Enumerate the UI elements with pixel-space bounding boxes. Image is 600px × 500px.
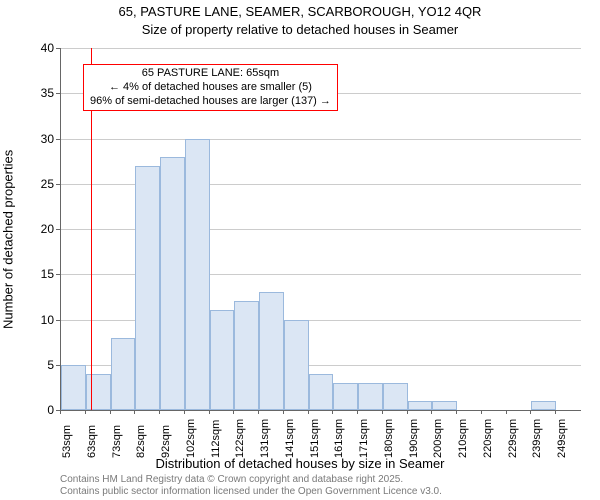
xtick-mark [456,410,457,414]
xtick-mark [60,410,61,414]
histogram-bar [185,139,210,411]
xtick-label: 200sqm [432,419,444,458]
ytick-label: 10 [14,313,54,327]
xtick-mark [530,410,531,414]
ytick-mark [56,274,60,275]
xtick-mark [209,410,210,414]
xtick-mark [184,410,185,414]
ytick-mark [56,93,60,94]
plot-area: 65 PASTURE LANE: 65sqm ← 4% of detached … [60,48,581,411]
xtick-label: 151sqm [309,419,321,458]
histogram-bar [160,157,185,410]
xtick-mark [506,410,507,414]
xtick-mark [357,410,358,414]
histogram-bar [383,383,408,410]
histogram-bar [259,292,284,410]
histogram-bar [432,401,457,410]
chart-container: 65, PASTURE LANE, SEAMER, SCARBOROUGH, Y… [0,0,600,500]
ytick-label: 25 [14,177,54,191]
xtick-label: 82sqm [135,425,147,458]
xtick-mark [332,410,333,414]
ytick-mark [56,229,60,230]
histogram-bar [86,374,111,410]
xtick-label: 229sqm [507,419,519,458]
xtick-mark [258,410,259,414]
gridline-h [61,139,581,140]
xtick-mark [555,410,556,414]
footer-line2: Contains public sector information licen… [60,486,442,498]
chart-title-line1: 65, PASTURE LANE, SEAMER, SCARBOROUGH, Y… [0,4,600,19]
histogram-bar [309,374,334,410]
xtick-mark [308,410,309,414]
xtick-label: 171sqm [358,419,370,458]
xtick-label: 102sqm [185,419,197,458]
xtick-mark [110,410,111,414]
histogram-bar [408,401,433,410]
xtick-label: 141sqm [284,419,296,458]
footer-line1: Contains HM Land Registry data © Crown c… [60,474,442,486]
ytick-mark [56,365,60,366]
ytick-label: 40 [14,41,54,55]
ytick-label: 35 [14,86,54,100]
xtick-mark [481,410,482,414]
xtick-label: 239sqm [531,419,543,458]
annotation-line3: 96% of semi-detached houses are larger (… [90,95,331,109]
xtick-mark [85,410,86,414]
xtick-label: 190sqm [408,419,420,458]
xtick-label: 112sqm [210,420,222,458]
xtick-label: 180sqm [383,419,395,458]
histogram-bar [284,320,309,411]
annotation-line2: ← 4% of detached houses are smaller (5) [90,81,331,95]
histogram-bar [333,383,358,410]
ytick-mark [56,139,60,140]
xtick-mark [283,410,284,414]
xtick-label: 63sqm [86,425,98,458]
ytick-label: 0 [14,403,54,417]
annotation-line1: 65 PASTURE LANE: 65sqm [90,67,331,81]
xtick-mark [382,410,383,414]
xtick-label: 122sqm [234,419,246,458]
histogram-bar [135,166,160,410]
annotation-box: 65 PASTURE LANE: 65sqm ← 4% of detached … [83,64,338,111]
histogram-bar [234,301,259,410]
ytick-label: 30 [14,132,54,146]
chart-title-line2: Size of property relative to detached ho… [0,22,600,37]
xtick-label: 161sqm [333,419,345,458]
histogram-bar [111,338,136,410]
ytick-label: 15 [14,267,54,281]
histogram-bar [210,310,235,410]
xtick-label: 131sqm [259,419,271,458]
histogram-bar [531,401,556,410]
ytick-mark [56,320,60,321]
ytick-mark [56,48,60,49]
histogram-bar [61,365,86,410]
xtick-mark [134,410,135,414]
xtick-mark [431,410,432,414]
xtick-label: 220sqm [482,419,494,458]
ytick-label: 5 [14,358,54,372]
xtick-label: 53sqm [61,425,73,458]
gridline-h [61,48,581,49]
ytick-label: 20 [14,222,54,236]
ytick-mark [56,184,60,185]
xtick-label: 73sqm [111,425,123,458]
xtick-label: 210sqm [457,419,469,458]
xtick-mark [233,410,234,414]
xtick-mark [407,410,408,414]
xtick-mark [159,410,160,414]
x-axis-label: Distribution of detached houses by size … [0,456,600,471]
xtick-label: 92sqm [160,425,172,458]
histogram-bar [358,383,383,410]
xtick-label: 249sqm [556,419,568,458]
footer-attribution: Contains HM Land Registry data © Crown c… [60,474,442,498]
